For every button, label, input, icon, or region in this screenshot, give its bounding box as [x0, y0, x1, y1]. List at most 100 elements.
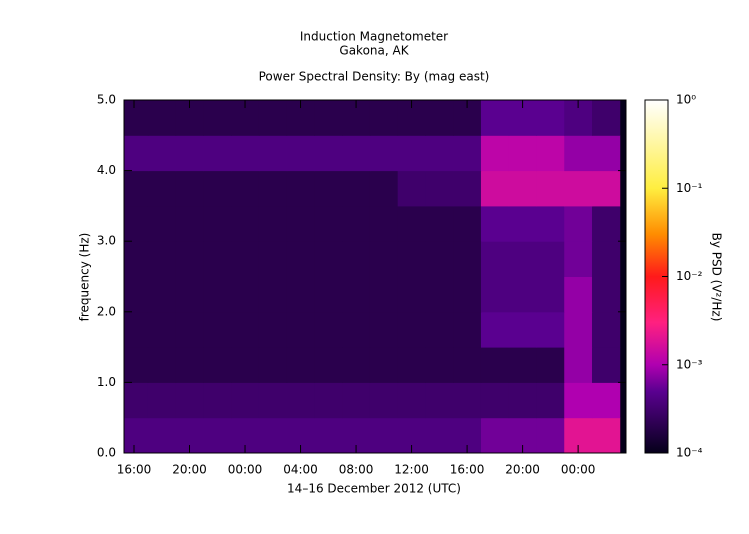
heatmap-cell [342, 311, 371, 348]
heatmap [124, 100, 621, 453]
x-tick-label: 20:00 [172, 463, 207, 477]
colorbar-tick-label: 10⁰ [676, 93, 696, 107]
heatmap-cell [124, 311, 149, 348]
heatmap-cell [564, 276, 593, 313]
heatmap-cell [124, 100, 149, 136]
heatmap-cell [231, 382, 260, 419]
heatmap-cell [591, 100, 621, 136]
heatmap-cell [147, 241, 177, 277]
heatmap-cell [314, 205, 343, 242]
heatmap-cell [147, 135, 177, 172]
heatmap-cell [342, 241, 371, 277]
x-tick-label: 16:00 [450, 463, 485, 477]
heatmap-cell [124, 417, 149, 453]
heatmap-cell [342, 347, 371, 383]
heatmap-cell [147, 311, 177, 348]
heatmap-cell [397, 135, 426, 172]
heatmap-cell [124, 205, 149, 242]
heatmap-cell [369, 100, 399, 136]
heatmap-cell [508, 382, 537, 419]
heatmap-cell [536, 382, 565, 419]
heatmap-cell [425, 170, 454, 207]
heatmap-cell [425, 135, 454, 172]
heatmap-cell [286, 205, 315, 242]
heatmap-cell [453, 135, 482, 172]
heatmap-cell [258, 135, 288, 172]
heatmap-cell [286, 276, 315, 313]
heatmap-cell [231, 135, 260, 172]
heatmap-cell [286, 170, 315, 207]
y-axis-label: frequency (Hz) [78, 233, 92, 322]
heatmap-cell [203, 135, 232, 172]
heatmap-cell [175, 205, 204, 242]
heatmap-cell [231, 347, 260, 383]
heatmap-cell [342, 382, 371, 419]
heatmap-cell [314, 311, 343, 348]
heatmap-cell [564, 382, 593, 419]
heatmap-cell [286, 241, 315, 277]
heatmap-cell [203, 417, 232, 453]
heatmap-cell [536, 100, 565, 136]
heatmap-cell [369, 311, 399, 348]
heatmap-cell [591, 382, 621, 419]
plot-title: Power Spectral Density: By (mag east) [259, 70, 490, 84]
heatmap-cell [175, 170, 204, 207]
x-tick-label: 12:00 [394, 463, 429, 477]
heatmap-cell [508, 170, 537, 207]
chart-title: Induction Magnetometer [300, 30, 448, 44]
heatmap-cell [258, 100, 288, 136]
y-tick-label: 5.0 [97, 93, 116, 107]
heatmap-cell [591, 135, 621, 172]
heatmap-cell [397, 347, 426, 383]
heatmap-cell [369, 135, 399, 172]
heatmap-cell [564, 135, 593, 172]
heatmap-cell [453, 382, 482, 419]
heatmap-cell [591, 417, 621, 453]
heatmap-cell [258, 347, 288, 383]
heatmap-cell [203, 205, 232, 242]
heatmap-cell [342, 135, 371, 172]
heatmap-cell [124, 170, 149, 207]
colorbar-label: By PSD (V²/Hz) [710, 233, 724, 322]
heatmap-cell [314, 417, 343, 453]
heatmap-cell [203, 347, 232, 383]
heatmap-cell [480, 241, 510, 277]
heatmap-cell [536, 170, 565, 207]
heatmap-cell [591, 241, 621, 277]
y-tick-label: 1.0 [97, 375, 116, 389]
heatmap-cell [508, 205, 537, 242]
heatmap-cell [453, 311, 482, 348]
heatmap-cell [369, 347, 399, 383]
heatmap-cell [564, 347, 593, 383]
heatmap-cell [480, 311, 510, 348]
heatmap-cell [231, 170, 260, 207]
heatmap-cell [286, 135, 315, 172]
heatmap-cell [369, 382, 399, 419]
heatmap-cell [258, 276, 288, 313]
heatmap-cell [591, 205, 621, 242]
heatmap-cell [536, 205, 565, 242]
heatmap-cell [508, 311, 537, 348]
heatmap-cell [124, 241, 149, 277]
heatmap-cell [175, 241, 204, 277]
heatmap-cell [231, 205, 260, 242]
heatmap-cell [591, 276, 621, 313]
heatmap-cell [425, 417, 454, 453]
heatmap-cell [203, 276, 232, 313]
heatmap-cell [536, 347, 565, 383]
heatmap-cell [480, 347, 510, 383]
heatmap-cell [231, 311, 260, 348]
heatmap-cell [536, 276, 565, 313]
heatmap-cell [536, 311, 565, 348]
heatmap-cell [397, 276, 426, 313]
x-tick-label: 16:00 [117, 463, 152, 477]
x-tick-label: 04:00 [283, 463, 318, 477]
heatmap-cell [564, 311, 593, 348]
heatmap-cell [425, 276, 454, 313]
heatmap-cell [203, 100, 232, 136]
heatmap-cell [369, 241, 399, 277]
heatmap-cell [342, 205, 371, 242]
heatmap-cell [147, 347, 177, 383]
colorbar-tick-label: 10⁻³ [676, 357, 703, 371]
